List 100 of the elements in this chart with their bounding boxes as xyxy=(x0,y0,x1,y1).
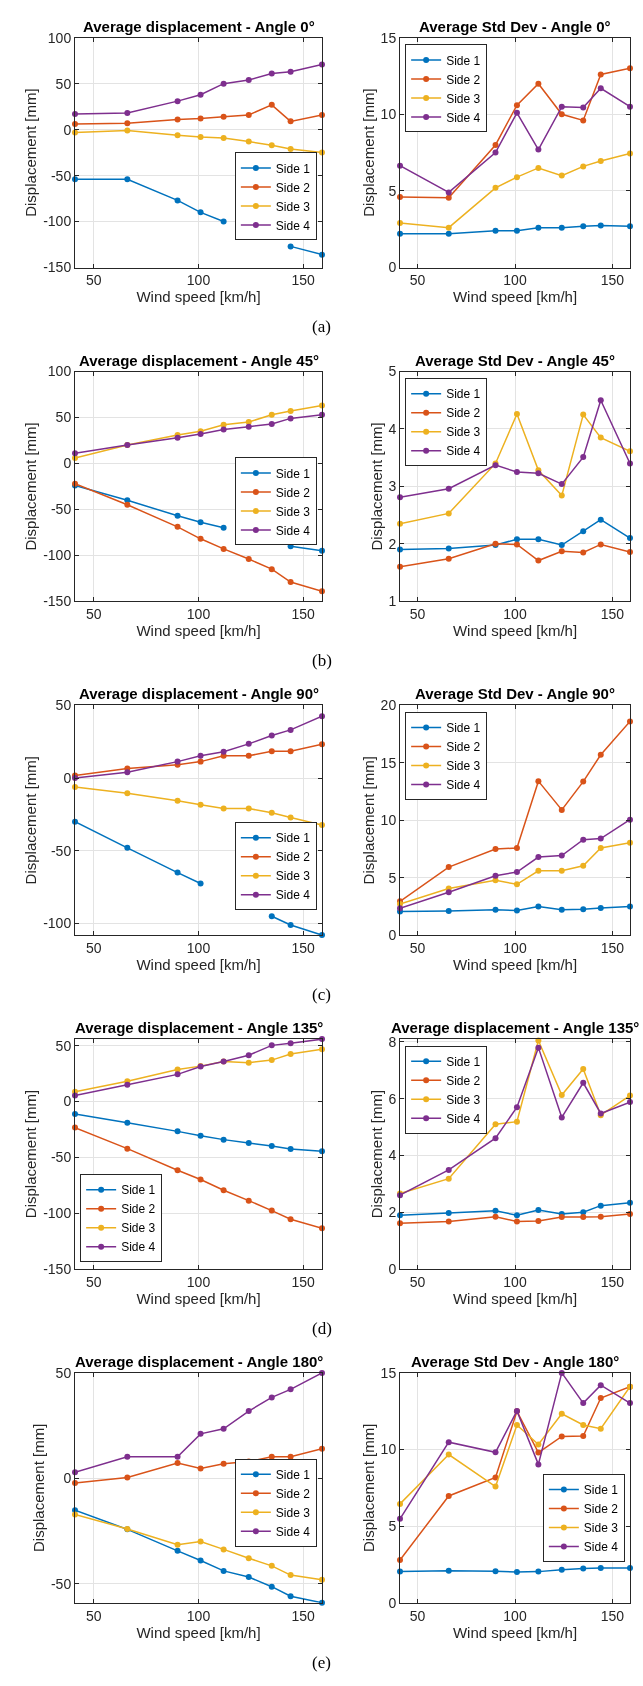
legend-label: Side 4 xyxy=(121,1240,156,1255)
y-axis-title: Displacement [mm] xyxy=(22,1089,40,1219)
x-tick-label: 100 xyxy=(186,939,211,956)
x-tick-label: 50 xyxy=(86,1273,102,1290)
x-axis-title: Wind speed [km/h] xyxy=(136,622,261,640)
x-tick-label: 150 xyxy=(600,1607,625,1624)
x-axis-title: Wind speed [km/h] xyxy=(452,1289,578,1307)
legend-label: Side 1 xyxy=(583,1483,619,1498)
legend-label: Side 4 xyxy=(583,1540,619,1555)
y-tick-label: 0 xyxy=(388,259,397,276)
x-axis-title: Wind speed [km/h] xyxy=(136,1623,261,1641)
legend-label: Side 3 xyxy=(446,1092,481,1107)
chart-title: Average displacement - Angle 135° xyxy=(391,1019,640,1036)
legend-label: Side 2 xyxy=(446,406,481,421)
x-tick-label: 50 xyxy=(409,939,426,956)
legend-label: Side 1 xyxy=(446,1054,481,1069)
y-tick-label: 4 xyxy=(388,1147,397,1164)
y-tick-label: 0 xyxy=(63,455,72,472)
legend-label: Side 1 xyxy=(446,387,481,402)
x-tick-label: 50 xyxy=(86,272,102,289)
legend-label: Side 1 xyxy=(446,53,481,68)
legend-label: Side 4 xyxy=(446,1111,481,1126)
x-tick-label: 150 xyxy=(291,939,316,956)
x-tick-label: 100 xyxy=(186,272,211,289)
y-tick-label: 50 xyxy=(55,1364,72,1381)
x-axis-title: Wind speed [km/h] xyxy=(452,955,578,973)
legend-label: Side 2 xyxy=(583,1502,619,1517)
x-tick-label: 150 xyxy=(600,272,625,289)
legend-label: Side 4 xyxy=(275,888,311,903)
x-tick-label: 50 xyxy=(86,939,102,956)
legend-label: Side 4 xyxy=(275,218,311,233)
legend-label: Side 3 xyxy=(275,869,311,884)
y-tick-label: 6 xyxy=(388,1090,397,1107)
y-tick-label: 50 xyxy=(55,409,72,426)
y-tick-label: 0 xyxy=(63,1093,72,1110)
chart-title: Average displacement - Angle 0° xyxy=(83,18,315,35)
y-tick-label: -100 xyxy=(43,213,72,230)
y-tick-label: 15 xyxy=(380,754,397,771)
y-tick-label: 0 xyxy=(388,1260,397,1277)
y-tick-label: 0 xyxy=(388,927,397,944)
legend-label: Side 4 xyxy=(446,110,481,125)
x-tick-label: 150 xyxy=(291,606,316,623)
legend-label: Side 2 xyxy=(121,1202,156,1217)
legend-label: Side 1 xyxy=(275,831,311,846)
y-tick-label: 50 xyxy=(55,697,72,714)
x-axis-title: Wind speed [km/h] xyxy=(136,1289,261,1307)
legend-label: Side 3 xyxy=(446,425,481,440)
x-tick-label: 50 xyxy=(409,1273,426,1290)
x-tick-label: 150 xyxy=(600,1273,625,1290)
chart-title: Average Std Dev - Angle 45° xyxy=(415,352,615,369)
x-tick-label: 150 xyxy=(600,606,625,623)
y-tick-label: 3 xyxy=(388,478,397,495)
legend-label: Side 2 xyxy=(446,72,481,87)
x-tick-label: 50 xyxy=(409,1607,426,1624)
y-axis-title: Displacement [mm] xyxy=(359,756,377,885)
x-tick-label: 50 xyxy=(409,272,426,289)
x-tick-label: 100 xyxy=(503,1273,527,1290)
legend-label: Side 2 xyxy=(275,180,311,195)
legend-label: Side 2 xyxy=(446,1073,481,1088)
legend-label: Side 1 xyxy=(275,161,311,176)
legend-label: Side 4 xyxy=(275,523,311,538)
legend-label: Side 3 xyxy=(446,91,481,106)
text: (c) xyxy=(312,985,331,1004)
y-tick-label: -50 xyxy=(50,167,72,184)
y-tick-label: -50 xyxy=(50,1575,72,1592)
chart-title: Average displacement - Angle 45° xyxy=(79,352,319,369)
y-tick-label: 0 xyxy=(63,121,72,138)
chart-title: Average displacement - Angle 135° xyxy=(75,1019,324,1036)
text: (e) xyxy=(312,1653,331,1672)
y-axis-title: Displacement [mm] xyxy=(359,1423,377,1553)
x-axis-title: Wind speed [km/h] xyxy=(452,288,578,306)
x-tick-label: 100 xyxy=(186,1607,211,1624)
x-tick-label: 150 xyxy=(291,1607,316,1624)
legend-label: Side 3 xyxy=(275,504,311,519)
legend-label: Side 1 xyxy=(446,721,481,736)
y-tick-label: 10 xyxy=(380,1441,397,1458)
y-tick-label: 50 xyxy=(55,1037,72,1054)
x-tick-label: 50 xyxy=(409,606,426,623)
chart-title: Average Std Dev - Angle 180° xyxy=(411,1353,620,1370)
x-axis-title: Wind speed [km/h] xyxy=(452,622,578,640)
y-tick-label: 2 xyxy=(388,1204,397,1221)
y-tick-label: 4 xyxy=(388,420,397,437)
legend-label: Side 3 xyxy=(275,1506,311,1521)
y-tick-label: 5 xyxy=(388,363,397,380)
x-tick-label: 150 xyxy=(291,1273,316,1290)
y-tick-label: 8 xyxy=(388,1033,397,1050)
y-tick-label: -100 xyxy=(43,915,72,932)
legend-label: Side 1 xyxy=(275,1468,311,1483)
y-tick-label: 1 xyxy=(388,593,397,610)
y-axis-title: Displacement [mm] xyxy=(359,88,377,217)
legend-label: Side 3 xyxy=(583,1521,619,1536)
y-tick-label: 0 xyxy=(388,1594,397,1611)
chart-title: Average Std Dev - Angle 0° xyxy=(419,18,611,35)
x-axis-title: Wind speed [km/h] xyxy=(136,955,261,973)
x-tick-label: 100 xyxy=(503,606,527,623)
chart-title: Average displacement - Angle 180° xyxy=(75,1353,324,1370)
y-tick-label: 5 xyxy=(388,869,397,886)
legend-label: Side 1 xyxy=(121,1183,156,1198)
legend-label: Side 4 xyxy=(446,778,481,793)
y-axis-title: Displacement [mm] xyxy=(22,756,40,885)
